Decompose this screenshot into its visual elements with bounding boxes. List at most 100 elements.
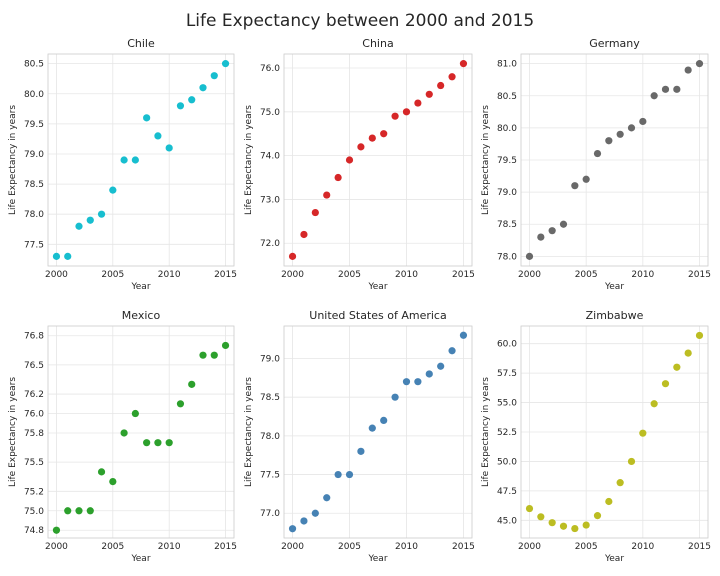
data-point: [131, 409, 139, 418]
data-point: [64, 252, 72, 260]
data-point: [188, 96, 196, 104]
data-point: [684, 66, 692, 74]
x-tick-label: 2010: [158, 542, 181, 552]
data-point: [154, 132, 162, 140]
y-axis-label: Life Expectancy in years: [481, 105, 491, 215]
axes-frame: [47, 53, 235, 267]
data-point: [120, 429, 128, 437]
data-point: [176, 400, 185, 408]
y-axis-label: Life Expectancy in years: [8, 377, 18, 487]
y-tick-label: 52.5: [497, 428, 517, 438]
x-tick-label: 2015: [452, 542, 475, 552]
y-tick-label: 55.0: [497, 399, 517, 409]
data-point: [548, 227, 556, 235]
x-tick-label: 2005: [338, 542, 361, 552]
data-point: [345, 156, 354, 164]
y-axis-label: Life Expectancy in years: [244, 105, 254, 215]
data-point: [154, 439, 162, 447]
data-point: [537, 233, 545, 241]
x-tick-label: 2010: [631, 542, 654, 552]
y-tick-label: 60.0: [497, 340, 517, 350]
y-tick-label: 79.0: [497, 188, 517, 198]
axes-frame: [283, 325, 473, 539]
data-point: [323, 494, 331, 502]
data-point: [199, 351, 207, 359]
data-point: [221, 60, 230, 68]
data-point: [75, 222, 83, 230]
data-point: [525, 504, 534, 513]
subplot-3: 2000 2005 2010 2015 74.8 75.0 75.2 75.5 75.8 76.0…: [8, 309, 237, 564]
x-tick-label: 2015: [452, 270, 475, 280]
y-tick-label: 75.0: [24, 507, 44, 517]
data-point: [131, 156, 139, 164]
data-point: [52, 526, 61, 534]
x-axis-label: Year: [604, 554, 624, 564]
subplot-grid: 2000 2005 2010 2015 77.5 78.0 78.5 79.0 79.5 80.0…: [8, 37, 711, 564]
data-point: [97, 210, 106, 218]
x-axis-label: Year: [367, 282, 387, 292]
y-tick-label: 77.5: [24, 240, 44, 250]
data-point: [695, 60, 704, 68]
y-tick-label: 76.2: [24, 390, 44, 400]
x-tick-label: 2005: [101, 270, 124, 280]
x-tick-label: 2000: [518, 270, 541, 280]
y-tick-label: 78.5: [24, 180, 44, 190]
data-point: [437, 362, 445, 370]
data-point: [120, 156, 128, 164]
data-point: [311, 509, 319, 517]
x-tick-label: 2010: [395, 542, 418, 552]
y-tick-label: 50.0: [497, 457, 517, 467]
y-tick-label: 78.0: [260, 432, 280, 442]
data-point: [425, 370, 433, 378]
subplot-0: 2000 2005 2010 2015 77.5 78.0 78.5 79.0 79.5 80.0…: [8, 37, 237, 292]
subplot-title: Mexico: [122, 309, 161, 322]
y-tick-label: 78.0: [24, 210, 44, 220]
axes-frame: [520, 53, 709, 267]
y-axis-label: Life Expectancy in years: [481, 377, 491, 487]
data-point: [639, 429, 647, 437]
y-tick-label: 79.5: [24, 120, 44, 130]
x-tick-label: 2005: [338, 270, 361, 280]
data-point: [300, 517, 308, 525]
data-point: [188, 380, 196, 388]
data-point: [143, 439, 151, 447]
x-tick-label: 2000: [45, 542, 68, 552]
data-point: [210, 72, 218, 80]
subplot-title: China: [362, 37, 393, 50]
data-point: [548, 519, 556, 527]
data-point: [582, 521, 590, 529]
subplot-title: Germany: [589, 37, 640, 50]
data-point: [559, 522, 568, 530]
y-tick-label: 75.2: [24, 487, 44, 497]
data-point: [571, 182, 579, 190]
subplot-title: United States of America: [309, 309, 446, 322]
y-axis-label: Life Expectancy in years: [8, 105, 18, 215]
y-tick-label: 76.5: [24, 361, 44, 371]
data-point: [64, 507, 72, 515]
subplot-4: 2000 2005 2010 2015 77.0 77.5 78.0 78.5 79.0 Unit…: [244, 309, 475, 564]
data-point: [334, 470, 342, 479]
data-point: [357, 143, 365, 151]
data-point: [571, 524, 579, 533]
data-point: [459, 60, 468, 68]
x-tick-label: 2005: [575, 542, 598, 552]
y-tick-label: 45.0: [497, 516, 517, 526]
data-point: [109, 477, 117, 486]
data-point: [459, 331, 468, 339]
data-point: [86, 216, 94, 224]
data-point: [86, 507, 94, 515]
y-tick-label: 76.8: [24, 332, 44, 342]
y-tick-label: 75.0: [260, 108, 280, 118]
y-tick-label: 75.5: [24, 458, 44, 468]
x-tick-label: 2015: [688, 542, 711, 552]
data-point: [684, 349, 692, 357]
data-point: [52, 252, 61, 260]
subplot-5: 2000 2005 2010 2015 45.0 47.5 50.0 52.5 55.0 57.5…: [481, 309, 711, 564]
y-tick-label: 75.8: [24, 429, 44, 439]
x-tick-label: 2000: [518, 542, 541, 552]
y-tick-label: 47.5: [497, 487, 517, 497]
subplot-title: Chile: [127, 37, 155, 50]
data-point: [525, 252, 534, 260]
subplot-1: 2000 2005 2010 2015 72.0 73.0 74.0 75.0 76.0 Chin…: [244, 37, 475, 292]
